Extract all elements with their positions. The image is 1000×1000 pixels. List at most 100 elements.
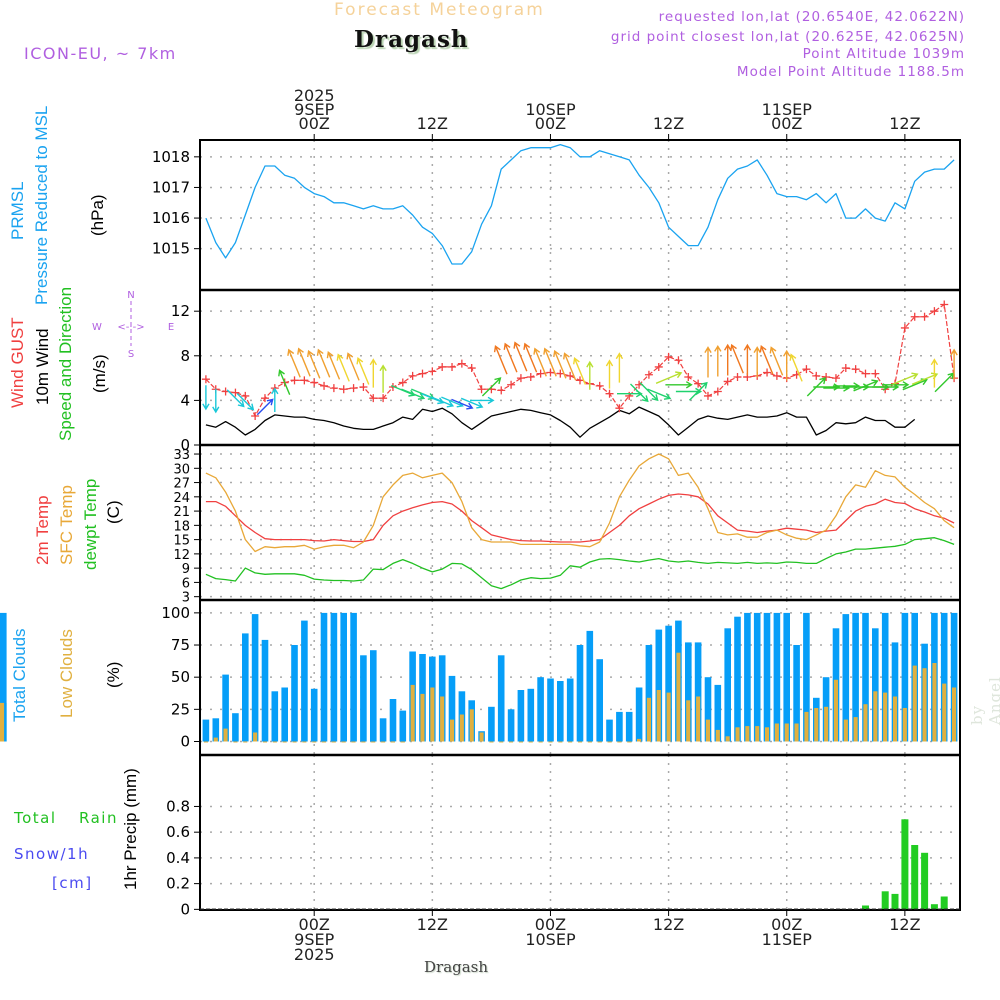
precip-bar [930,904,938,910]
low-clouds-bar [843,719,848,742]
low-clouds-bar [656,690,661,742]
low-clouds-bar [814,708,819,742]
wind-gust-marker [497,386,506,395]
wind-gust-marker [290,376,299,385]
top-axis-label: 11SEP [762,100,813,119]
wind-gust-marker [448,362,457,371]
wind-direction-arrow [769,346,784,376]
total-clouds-bar [251,614,259,742]
total-clouds-bar [842,614,850,742]
total-clouds-bar [891,642,899,742]
wind-gust-marker [713,387,722,396]
compass-s: S [128,349,134,360]
wind-direction-arrow [336,353,350,382]
total-clouds-bar [586,630,594,742]
top-axis-label: 2025 [294,86,335,105]
compass-n: N [127,290,134,301]
wind-gust-marker [831,374,840,383]
low-clouds-bar [873,691,878,742]
total-clouds-bar [222,674,229,742]
wind-direction-arrow [665,381,693,389]
wind-gust-marker [379,394,388,403]
wind-direction-arrow [391,384,416,397]
wind-gust-marker [861,369,870,378]
wind-gust-marker [654,362,663,371]
low-clouds-bar [282,741,287,743]
wind-gust-marker [605,389,614,398]
wind-direction-arrow [724,343,732,376]
wind-gust-marker [457,359,466,368]
bottom-axis-label: 12Z [889,915,920,934]
y-tick-label: 4 [180,391,190,409]
wind-gust-marker [477,385,486,394]
wind-direction-arrow [278,369,291,395]
total-clouds-bar [606,719,613,742]
wind-direction-arrow [615,352,624,383]
top-axis-label: 12Z [417,114,448,133]
total-clouds-bar [665,625,672,742]
wind-direction-arrow [675,387,703,396]
total-clouds-bar [744,612,751,742]
y-tick-label: 1017 [152,178,190,196]
wind-direction-arrow [655,371,683,384]
low-clouds-bar [725,736,730,742]
wind-direction-arrow [431,396,455,408]
wind-gust-marker [812,371,821,380]
wind-gust-marker [428,367,437,376]
low-clouds-bar [794,723,799,742]
low-clouds-bar [774,723,779,742]
wind-gust-marker [822,372,831,381]
wind-gust-marker [920,312,929,321]
y-tick-label: 30 [173,462,190,477]
low-clouds-bar [538,741,543,743]
total-clouds-bar [950,612,958,742]
wind-gust-marker [359,383,368,392]
y-tick-label: 8 [180,347,190,365]
wind-gust-marker [546,368,555,377]
wind-gust-marker [684,372,693,381]
wind-gust-marker [930,307,939,316]
low-clouds-bar [489,741,494,743]
low-clouds-bar [863,704,868,742]
wind-direction-arrow [287,348,301,378]
low-clouds-bar [518,741,523,743]
wind-direction-arrow [533,347,547,377]
wind-direction-arrow [902,378,928,391]
cm-unit-label: [cm] [52,874,93,892]
total-clouds-bar [0,612,7,742]
low-clouds-bar [548,741,553,743]
bottom-axis-label: 10SEP [525,930,576,949]
low-clouds-bar [578,741,583,743]
wind-gust-marker [536,369,545,378]
wind-gust-marker [339,385,348,394]
wind-direction-arrow [379,364,387,393]
total-clouds-bar [616,711,623,742]
requested-coords: requested lon,lat (20.6540E, 42.0622N) [658,9,965,25]
wind-gust-marker [251,412,260,421]
total-clouds-bar [576,645,584,742]
total-clouds-bar [694,642,702,742]
low-clouds-bar [479,732,484,742]
low-clouds-bar [430,687,435,742]
top-axis-label: 9SEP [294,100,334,119]
wind-gust-marker [418,369,427,378]
total-clouds-bar [507,709,515,742]
total-clouds-bar [940,612,948,742]
y-tick-label: 15 [173,534,190,549]
low-clouds-bar [420,693,425,742]
total-clouds-bar [773,612,781,742]
wind-speed-line [205,406,916,438]
low-clouds-bar [705,719,710,742]
wind-direction-arrow [326,351,341,380]
total-clouds-bar [232,713,239,742]
low-clouds-bar [902,708,907,742]
low-clouds-bar [528,741,533,743]
total-clouds-bar [547,678,554,742]
low-clouds-bar [696,696,701,742]
total-clouds-bar [753,612,761,742]
total-clouds-bar [271,691,279,742]
wind-gust-marker [674,356,683,365]
wind-direction-arrow [586,360,594,390]
low-clouds-bar [499,741,504,743]
